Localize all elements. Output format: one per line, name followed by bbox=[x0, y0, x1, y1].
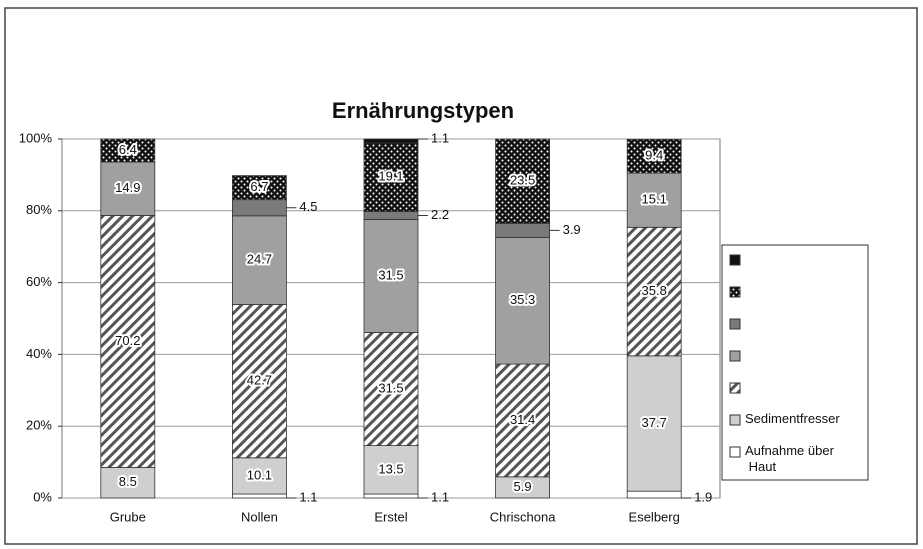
bar-segment bbox=[363, 445, 419, 495]
bar-segment bbox=[231, 457, 287, 495]
bar-segment bbox=[363, 332, 419, 446]
x-tick-label: Nollen bbox=[241, 509, 278, 524]
legend-swatch bbox=[729, 446, 741, 458]
bar-segment bbox=[495, 222, 551, 238]
bar-segment bbox=[363, 493, 419, 499]
value-label: 6.4 bbox=[119, 142, 137, 157]
value-label: 9.4 bbox=[645, 148, 663, 163]
legend-swatch bbox=[729, 286, 741, 298]
bar-segment bbox=[231, 304, 287, 459]
value-label: 8.5 bbox=[119, 474, 137, 489]
value-label: 35.3 bbox=[510, 292, 535, 307]
value-label: 13.5 bbox=[378, 461, 403, 476]
value-label: 4.5 bbox=[299, 199, 317, 214]
value-label: 31.4 bbox=[510, 412, 535, 427]
value-label: 6.7 bbox=[250, 179, 268, 194]
legend-box bbox=[721, 244, 869, 481]
value-label: 1.1 bbox=[299, 489, 317, 504]
legend-swatch bbox=[729, 350, 741, 362]
bar-segment bbox=[363, 142, 419, 212]
value-label: 35.8 bbox=[642, 283, 667, 298]
legend-swatch bbox=[729, 254, 741, 266]
value-label: 19.1 bbox=[378, 169, 403, 184]
legend-swatch bbox=[729, 318, 741, 330]
chart-title: Ernährungstypen bbox=[332, 98, 514, 123]
y-tick-label: 100% bbox=[19, 130, 53, 145]
bar-segment bbox=[100, 215, 156, 468]
value-label: 3.9 bbox=[563, 222, 581, 237]
bar-segment bbox=[626, 226, 682, 357]
bar-segment bbox=[231, 215, 287, 305]
bar-segment bbox=[495, 363, 551, 478]
value-label: 23.5 bbox=[510, 173, 535, 188]
bar-segment bbox=[363, 211, 419, 220]
value-label: 37.7 bbox=[642, 415, 667, 430]
legend-label: Sedimentfresser bbox=[745, 411, 840, 426]
y-tick-label: 20% bbox=[26, 418, 52, 433]
value-label: 42.7 bbox=[247, 373, 272, 388]
bar-segment bbox=[231, 493, 287, 499]
bar-segment bbox=[495, 236, 551, 365]
bar-segment bbox=[100, 161, 156, 216]
value-label: 70.2 bbox=[115, 333, 140, 348]
value-label: 31.5 bbox=[378, 380, 403, 395]
x-tick-label: Chrischona bbox=[490, 509, 557, 524]
y-tick-label: 60% bbox=[26, 274, 52, 289]
value-label: 15.1 bbox=[642, 192, 667, 207]
value-label: 2.2 bbox=[431, 207, 449, 222]
legend-swatch bbox=[729, 414, 741, 426]
y-tick-label: 40% bbox=[26, 346, 52, 361]
value-label: 1.1 bbox=[431, 130, 449, 145]
bar-segment bbox=[363, 138, 419, 144]
bar-segment bbox=[231, 175, 287, 201]
bar-segment bbox=[626, 490, 682, 499]
y-tick-label: 80% bbox=[26, 202, 52, 217]
legend-label: Aufnahme über Haut bbox=[745, 443, 835, 474]
value-label: 14.9 bbox=[115, 180, 140, 195]
bar-segment bbox=[626, 355, 682, 492]
bar-segment bbox=[100, 467, 156, 499]
value-label: 31.5 bbox=[378, 267, 403, 282]
x-tick-label: Eselberg bbox=[629, 509, 680, 524]
bar-segment bbox=[231, 199, 287, 217]
bar-segment bbox=[363, 219, 419, 333]
bar-segment bbox=[100, 138, 156, 163]
bar-segment bbox=[495, 138, 551, 224]
legend-swatch bbox=[729, 382, 741, 394]
value-label: 24.7 bbox=[247, 252, 272, 267]
bar-segment bbox=[626, 138, 682, 174]
value-label: 1.9 bbox=[694, 489, 712, 504]
value-label: 1.1 bbox=[431, 489, 449, 504]
value-label: 5.9 bbox=[514, 479, 532, 494]
x-tick-label: Erstel bbox=[374, 509, 407, 524]
value-label: 10.1 bbox=[247, 467, 272, 482]
bar-segment bbox=[626, 172, 682, 228]
y-tick-label: 0% bbox=[33, 489, 52, 504]
x-tick-label: Grube bbox=[110, 509, 146, 524]
